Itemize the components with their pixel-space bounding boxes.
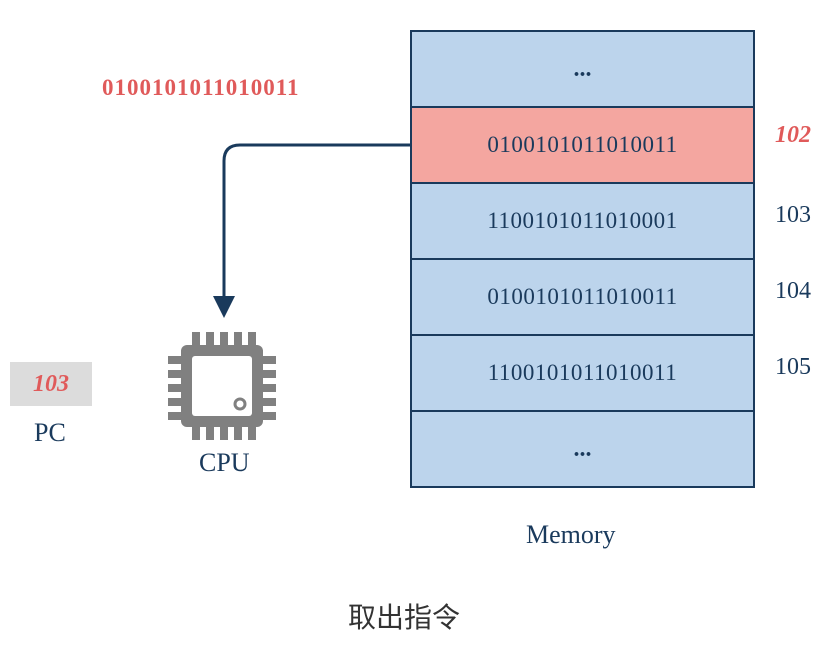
memory-cell: ...	[410, 30, 755, 108]
memory-ellipsis: ...	[574, 56, 592, 83]
memory-cell: ...	[410, 410, 755, 488]
diagram-caption: 取出指令	[348, 596, 460, 636]
chip-icon	[162, 326, 282, 446]
memory-column: ... 0100101011010011 1100101011010001 01…	[410, 30, 755, 488]
memory-address-highlight: 102	[775, 122, 811, 149]
pc-value: 103	[33, 371, 69, 398]
pc-label: PC	[34, 418, 66, 448]
memory-value: 0100101011010011	[487, 284, 677, 310]
memory-cell: 0100101011010011	[410, 258, 755, 336]
fetched-instruction: 0100101011010011	[102, 75, 299, 101]
memory-value: 1100101011010011	[488, 360, 677, 386]
memory-address: 104	[775, 278, 811, 305]
pc-box: 103	[10, 362, 92, 406]
diagram-canvas: 103 PC 0100101011010011	[0, 0, 837, 652]
memory-label: Memory	[526, 520, 616, 550]
cpu-chip	[162, 326, 282, 451]
memory-address: 103	[775, 202, 811, 229]
memory-value: 1100101011010001	[487, 208, 677, 234]
memory-ellipsis: ...	[574, 436, 592, 463]
memory-cell-highlight: 0100101011010011	[410, 106, 755, 184]
cpu-label: CPU	[199, 448, 250, 478]
memory-cell: 1100101011010011	[410, 334, 755, 412]
memory-value: 0100101011010011	[487, 132, 677, 158]
fetch-arrow	[210, 100, 430, 330]
memory-address: 105	[775, 354, 811, 381]
memory-cell: 1100101011010001	[410, 182, 755, 260]
